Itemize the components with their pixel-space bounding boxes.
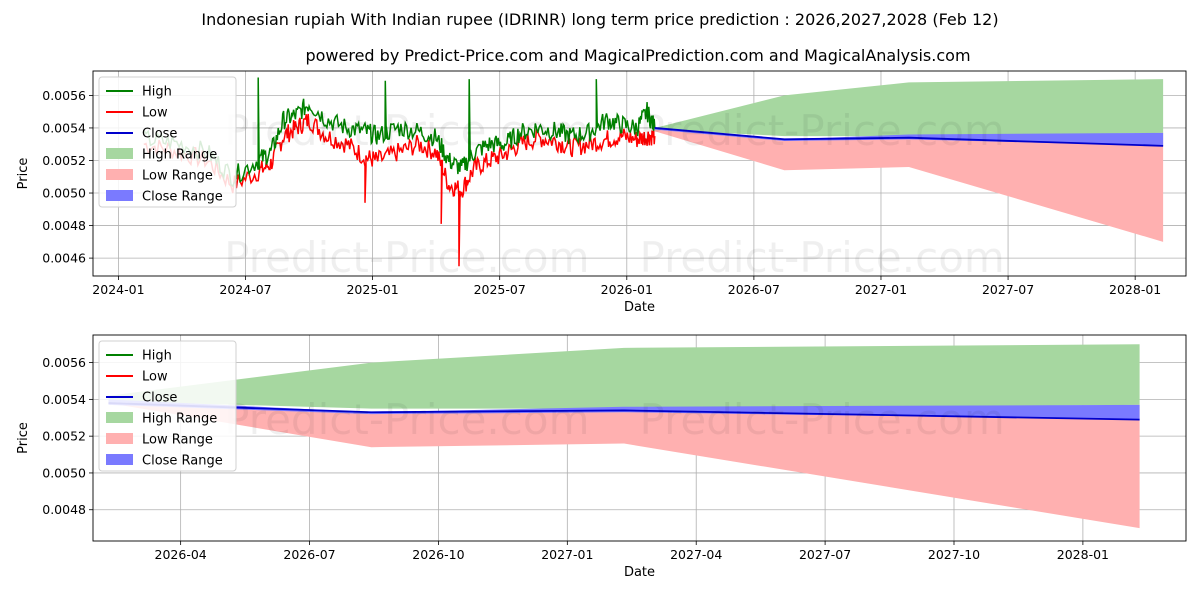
- chart-subtitle: powered by Predict-Price.com and Magical…: [305, 46, 970, 65]
- y-tick-label: 0.0052: [42, 153, 86, 168]
- legend-swatch-patch: [106, 148, 133, 159]
- close-line: [108, 402, 1140, 421]
- low-line: [143, 113, 656, 267]
- legend-swatch-patch: [106, 169, 133, 180]
- low-range-band: [108, 401, 1140, 529]
- y-axis-label: Price: [16, 422, 31, 454]
- top-panel: 2024-01 2024-07 2025-01 2025-07 2026-01 2026-…: [16, 70, 1187, 315]
- legend-label: Low: [142, 370, 168, 385]
- y-tick-label: 0.0054: [42, 120, 86, 135]
- y-tick-label: 0.0048: [42, 218, 86, 233]
- legend-label: Close Range: [142, 190, 223, 205]
- x-tick-label: 2027-04: [670, 547, 722, 562]
- legend-box: [98, 76, 237, 208]
- watermark: Predict-Price.com: [224, 395, 589, 444]
- y-axis-label: Price: [16, 158, 31, 190]
- legend: High Low Close High Range Low Range Close Ran…: [98, 340, 237, 472]
- legend-label: Low Range: [142, 433, 213, 448]
- legend-swatch-patch: [106, 412, 133, 423]
- axes-frame: [92, 70, 1187, 277]
- watermark: Predict-Price.com: [640, 106, 1005, 155]
- y-tick-label: 0.0050: [42, 186, 86, 201]
- plot-area: [108, 344, 1140, 529]
- legend-box: [98, 340, 237, 472]
- x-axis-label: Date: [624, 565, 655, 580]
- close-line: [654, 127, 1164, 147]
- y-tick-label: 0.0056: [42, 355, 86, 370]
- legend-label: Close Range: [142, 454, 223, 469]
- y-tick-label: 0.0048: [42, 502, 86, 517]
- x-tick-label: 2025-01: [346, 282, 398, 297]
- legend-label: Close: [142, 127, 177, 142]
- x-tick-label: 2026-07: [283, 547, 335, 562]
- watermark: Predict-Price.com: [640, 233, 1005, 282]
- high-range-band: [108, 344, 1140, 409]
- legend-swatch-patch: [106, 454, 133, 465]
- x-tick-label: 2026-07: [728, 282, 780, 297]
- x-tick-label: 2028-01: [1057, 547, 1109, 562]
- x-tick-label: 2025-07: [474, 282, 526, 297]
- bottom-panel: 2026-04 2026-07 2026-10 2027-01 2027-04 2027-…: [16, 334, 1187, 580]
- x-tick-label: 2027-01: [855, 282, 907, 297]
- legend-label: Close: [142, 391, 177, 406]
- x-tick-label: 2024-07: [219, 282, 271, 297]
- x-tick-label: 2027-07: [799, 547, 851, 562]
- x-tick-label: 2024-01: [92, 282, 144, 297]
- legend-label: High: [142, 349, 172, 364]
- x-tick-label: 2028-01: [1109, 282, 1161, 297]
- chart-title: Indonesian rupiah With Indian rupee (IDR…: [201, 10, 998, 29]
- plot-area: [143, 77, 1164, 267]
- high-range-band: [654, 79, 1164, 137]
- low-range-band: [654, 129, 1164, 242]
- x-tick-label: 2027-10: [928, 547, 980, 562]
- y-tick-label: 0.0054: [42, 392, 86, 407]
- legend-label: Low Range: [142, 169, 213, 184]
- x-tick-label: 2026-01: [601, 282, 653, 297]
- watermark: Predict-Price.com: [640, 395, 1005, 444]
- legend-label: Low: [142, 106, 168, 121]
- watermark: Predict-Price.com: [224, 106, 589, 155]
- legend-swatch-patch: [106, 433, 133, 444]
- legend-swatch-patch: [106, 190, 133, 201]
- y-tick-label: 0.0050: [42, 465, 86, 480]
- legend: High Low Close High Range Low Range Close Ran…: [98, 76, 237, 208]
- legend-label: High: [142, 85, 172, 100]
- x-tick-label: 2027-01: [541, 547, 593, 562]
- axes-frame: [92, 334, 1187, 542]
- y-tick-label: 0.0056: [42, 88, 86, 103]
- watermark: Predict-Price.com: [224, 233, 589, 282]
- x-axis-label: Date: [624, 300, 655, 315]
- x-tick-label: 2026-04: [155, 547, 207, 562]
- y-tick-label: 0.0046: [42, 251, 86, 266]
- y-tick-label: 0.0052: [42, 429, 86, 444]
- x-tick-label: 2026-10: [412, 547, 464, 562]
- high-line: [143, 77, 656, 188]
- x-tick-label: 2027-07: [982, 282, 1034, 297]
- legend-label: High Range: [142, 412, 217, 427]
- legend-label: High Range: [142, 148, 217, 163]
